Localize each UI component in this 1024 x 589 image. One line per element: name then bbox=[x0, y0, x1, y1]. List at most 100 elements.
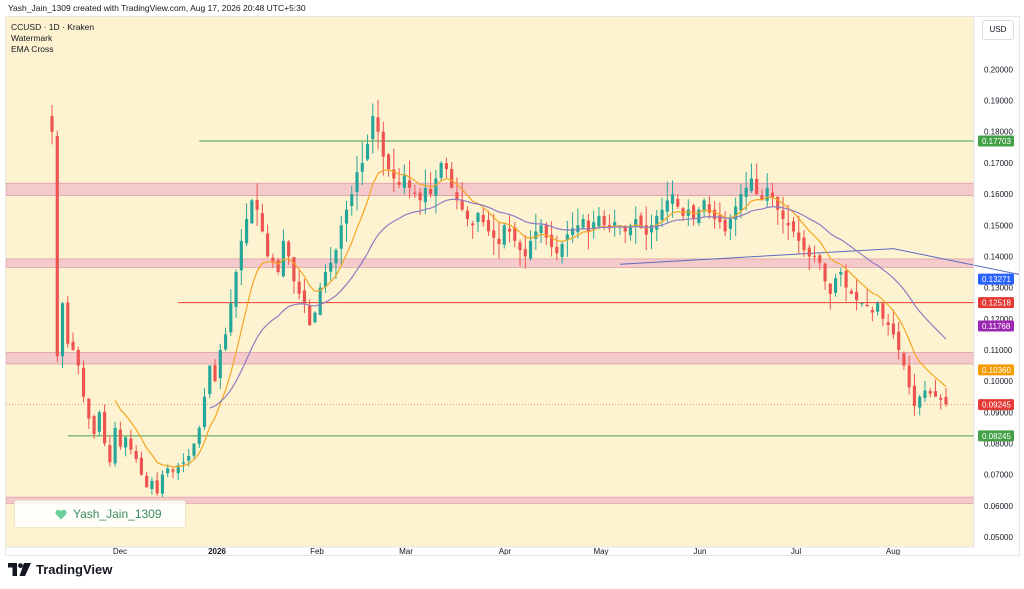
candle-body bbox=[413, 192, 417, 195]
candle-body bbox=[944, 397, 948, 405]
candle-body bbox=[833, 278, 838, 293]
candle-body bbox=[807, 247, 811, 257]
legend-ema-cross[interactable]: EMA Cross bbox=[11, 44, 54, 54]
candle-body bbox=[513, 227, 517, 241]
candle-body bbox=[423, 187, 427, 203]
chart-frame[interactable]: 0.20000 0.19000 0.18000 0.17000 0.16000 0.150… bbox=[5, 16, 1020, 556]
tradingview-logo-icon bbox=[8, 562, 31, 576]
candle-body bbox=[707, 204, 711, 213]
price-tick-label: 0.12000 bbox=[984, 315, 1013, 324]
candle-body bbox=[202, 396, 207, 427]
candle-body bbox=[402, 175, 406, 188]
candle-body bbox=[844, 270, 848, 288]
candle-body bbox=[923, 390, 927, 398]
heart-icon bbox=[55, 509, 67, 520]
candle-body bbox=[376, 117, 380, 132]
candle-body bbox=[644, 225, 648, 235]
candle-body bbox=[812, 255, 817, 257]
candle-body bbox=[897, 331, 901, 350]
price-tick-label: 0.14000 bbox=[984, 252, 1013, 261]
candle-body bbox=[397, 182, 401, 185]
candle-body bbox=[229, 303, 233, 333]
price-tag bbox=[978, 135, 1014, 147]
candle-body bbox=[907, 365, 911, 388]
candle-body bbox=[323, 272, 328, 287]
price-chart[interactable]: 0.20000 0.19000 0.18000 0.17000 0.16000 0.150… bbox=[6, 17, 1019, 555]
candle-body bbox=[392, 169, 396, 179]
ema-fast-line bbox=[114, 169, 947, 468]
currency-selector[interactable]: USD bbox=[982, 20, 1014, 40]
candle-body bbox=[718, 215, 722, 223]
candle-body bbox=[276, 260, 280, 273]
time-tick-label: Mar bbox=[399, 547, 413, 555]
candle-body bbox=[55, 136, 59, 357]
price-tag-label: 0.17703 bbox=[982, 137, 1011, 146]
candle-body bbox=[381, 131, 385, 157]
candle-body bbox=[550, 234, 554, 248]
candle-body bbox=[465, 210, 470, 220]
price-tick-label: 0.06000 bbox=[984, 502, 1013, 511]
candle-body bbox=[408, 180, 412, 188]
time-tick-label: 2026 bbox=[208, 547, 226, 555]
chart-legend: CCUSD · 1D · Kraken Watermark EMA Cross bbox=[11, 22, 94, 55]
time-tick-label: Dec bbox=[113, 547, 127, 555]
watermark-badge: Yash_Jain_1309 bbox=[14, 500, 186, 528]
candle-body bbox=[744, 187, 748, 197]
candle-body bbox=[365, 144, 370, 160]
time-tick-label: Aug bbox=[886, 547, 900, 555]
plot-background bbox=[6, 17, 974, 547]
candle-body bbox=[166, 468, 170, 474]
candle-body bbox=[576, 225, 580, 233]
candle-body bbox=[497, 238, 501, 244]
candle-body bbox=[171, 469, 175, 472]
candle-body bbox=[739, 194, 743, 211]
candle-body bbox=[371, 116, 375, 140]
candle-body bbox=[502, 225, 506, 245]
candle-body bbox=[234, 272, 238, 307]
candle-body bbox=[734, 206, 738, 220]
candle-body bbox=[849, 290, 853, 294]
anchored-line bbox=[619, 248, 1019, 275]
candle-body bbox=[355, 172, 359, 193]
candle-body bbox=[928, 391, 932, 394]
candle-body bbox=[218, 349, 222, 379]
candle-body bbox=[213, 364, 217, 382]
price-tick-label: 0.11000 bbox=[984, 346, 1013, 355]
price-tag bbox=[978, 273, 1014, 285]
candle-body bbox=[560, 243, 564, 257]
candle-body bbox=[455, 192, 459, 201]
candle-body bbox=[292, 257, 296, 282]
zone-band bbox=[6, 258, 975, 268]
currency-label: USD bbox=[989, 25, 1007, 34]
candle-body bbox=[150, 480, 154, 490]
candle-body bbox=[339, 225, 343, 249]
candle-body bbox=[539, 225, 543, 234]
candle-body bbox=[155, 480, 159, 494]
candle-body bbox=[386, 154, 391, 170]
price-tick-label: 0.16000 bbox=[984, 190, 1013, 199]
price-tick-label: 0.17000 bbox=[984, 159, 1013, 168]
price-tick-label: 0.07000 bbox=[984, 471, 1013, 480]
candle-body bbox=[76, 349, 80, 366]
price-tick-label: 0.10000 bbox=[984, 377, 1013, 386]
candle-body bbox=[723, 219, 727, 232]
candle-body bbox=[50, 116, 54, 132]
candle-body bbox=[544, 224, 548, 238]
legend-symbol[interactable]: CCUSD · 1D · Kraken bbox=[11, 22, 95, 32]
time-tick-label: Jul bbox=[791, 547, 801, 555]
candle-body bbox=[308, 305, 312, 326]
candle-body bbox=[628, 225, 633, 236]
tradingview-brand[interactable]: TradingView bbox=[8, 562, 112, 577]
price-tag bbox=[978, 430, 1014, 442]
candle-body bbox=[444, 163, 448, 170]
candle-body bbox=[781, 210, 785, 220]
candle-body bbox=[655, 215, 659, 230]
candle-body bbox=[713, 209, 717, 220]
candle-body bbox=[518, 242, 522, 251]
price-tick-label: 0.13000 bbox=[984, 284, 1013, 293]
candle-body bbox=[528, 240, 533, 259]
candle-body bbox=[765, 187, 769, 201]
candle-body bbox=[297, 281, 301, 294]
legend-watermark[interactable]: Watermark bbox=[11, 33, 53, 43]
candle-body bbox=[418, 192, 422, 201]
